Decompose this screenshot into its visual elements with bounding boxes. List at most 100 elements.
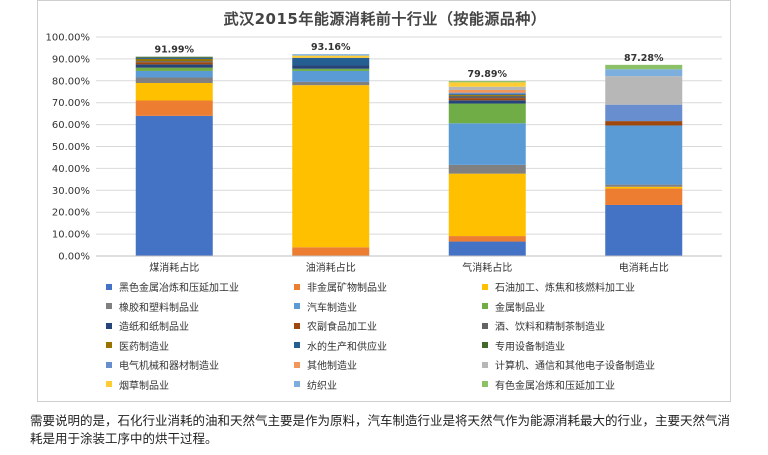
bar-segment bbox=[448, 94, 526, 96]
legend-item: 金属制品业 bbox=[482, 299, 545, 314]
bar-segment bbox=[135, 70, 213, 78]
bar-segment bbox=[135, 56, 213, 58]
bar-segment bbox=[292, 81, 370, 86]
bar-segment bbox=[448, 103, 526, 124]
total-label: 79.89% bbox=[467, 69, 507, 80]
bar-segment bbox=[448, 241, 526, 256]
legend-item: 电气机械和器材制造业 bbox=[106, 357, 219, 372]
legend-item: 石油加工、炼焦和核燃料加工业 bbox=[482, 279, 635, 294]
legend-item: 水的生产和供应业 bbox=[294, 338, 387, 353]
y-tick-label: 100.00% bbox=[46, 33, 91, 44]
bar-segment bbox=[448, 100, 526, 104]
legend-swatch bbox=[294, 361, 300, 368]
legend-label: 计算机、通信和其他电子设备制造业 bbox=[495, 361, 655, 372]
bar-segment bbox=[605, 125, 683, 185]
bar-segment bbox=[135, 82, 213, 101]
legend-swatch bbox=[482, 303, 488, 309]
legend-item: 医药制造业 bbox=[106, 338, 169, 353]
legend-label: 橡胶和塑料制品业 bbox=[119, 302, 199, 314]
chart-frame: 武汉2015年能源消耗前十行业（按能源品种） 0.00% 10.00% 20.00%… bbox=[37, 0, 731, 402]
legend-swatch bbox=[106, 342, 112, 348]
legend-label: 水的生产和供应业 bbox=[307, 341, 387, 353]
bar-segment bbox=[605, 64, 683, 70]
legend-item: 橡胶和塑料制品业 bbox=[106, 299, 199, 314]
bar-segment bbox=[448, 95, 526, 99]
y-tick-label: 90.00% bbox=[52, 54, 90, 65]
bar-segment bbox=[448, 93, 526, 95]
stacked-bar-plot: 0.00% 10.00% 20.00% 30.00% 40.00% 50.00% 60.00… bbox=[46, 33, 722, 274]
bar-segment bbox=[605, 184, 683, 187]
legend-item: 农副食品加工业 bbox=[294, 318, 377, 333]
legend-label: 电气机械和器材制造业 bbox=[119, 361, 219, 372]
legend-item: 黑色金属冶炼和压延加工业 bbox=[106, 279, 239, 294]
legend-item: 酒、饮料和精制茶制造业 bbox=[482, 318, 605, 333]
legend-swatch bbox=[294, 303, 300, 309]
legend-label: 其他制造业 bbox=[307, 361, 357, 372]
y-tick-label: 30.00% bbox=[52, 186, 90, 197]
legend-label: 非金属矿物制品业 bbox=[307, 283, 387, 294]
y-tick-label: 10.00% bbox=[52, 230, 90, 241]
bar-segment bbox=[448, 98, 526, 101]
bar-segment bbox=[292, 247, 370, 256]
legend-swatch bbox=[106, 361, 112, 368]
bar-segment bbox=[605, 69, 683, 77]
legend-item: 汽车制造业 bbox=[294, 299, 357, 314]
y-tick-label: 20.00% bbox=[52, 208, 90, 219]
legend-label: 农副食品加工业 bbox=[307, 322, 377, 333]
bar-segment bbox=[135, 64, 213, 68]
bar-segment bbox=[448, 236, 526, 242]
bar-segment bbox=[605, 121, 683, 126]
x-category-label: 电消耗占比 bbox=[619, 261, 669, 274]
y-tick-label: 70.00% bbox=[52, 98, 90, 109]
bar-segment bbox=[135, 77, 213, 83]
total-label: 91.99% bbox=[154, 45, 194, 56]
bar-segment bbox=[135, 57, 213, 59]
bar-segment bbox=[448, 173, 526, 237]
legend-item: 计算机、通信和其他电子设备制造业 bbox=[482, 357, 655, 372]
bar-segment bbox=[292, 57, 370, 66]
bar-segment bbox=[448, 123, 526, 165]
legend-label: 有色金属冶炼和压延加工业 bbox=[495, 380, 615, 392]
bar-segment bbox=[135, 62, 213, 65]
legend-swatch bbox=[294, 381, 300, 387]
legend-label: 专用设备制造业 bbox=[495, 341, 565, 353]
legend-item: 专用设备制造业 bbox=[482, 338, 565, 353]
legend-label: 烟草制品业 bbox=[119, 380, 169, 392]
bar-segment bbox=[448, 92, 526, 94]
bar-segment bbox=[292, 68, 370, 71]
bar-segment bbox=[605, 188, 683, 205]
y-tick-label: 50.00% bbox=[52, 142, 90, 153]
legend-item: 其他制造业 bbox=[294, 357, 357, 372]
bar-segment bbox=[448, 86, 526, 90]
y-tick-label: 60.00% bbox=[52, 120, 90, 131]
bar-segment bbox=[448, 89, 526, 93]
bar-segment bbox=[292, 55, 370, 58]
bar-segment bbox=[292, 54, 370, 56]
total-label: 87.28% bbox=[624, 53, 664, 64]
legend-label: 医药制造业 bbox=[119, 341, 169, 353]
explanatory-note: 需要说明的是，石化行业消耗的油和天然气主要是作为原料，汽车制造行业是将天然气作为… bbox=[30, 413, 731, 446]
x-category-label: 油消耗占比 bbox=[306, 261, 356, 274]
legend-item: 非金属矿物制品业 bbox=[294, 279, 387, 294]
legend-swatch bbox=[482, 322, 488, 329]
bar-segment bbox=[605, 186, 683, 189]
bar-segment bbox=[448, 81, 526, 83]
y-tick-label: 40.00% bbox=[52, 164, 90, 175]
bar-segment bbox=[292, 85, 370, 248]
bar-segment bbox=[135, 100, 213, 116]
legend-swatch bbox=[482, 283, 488, 290]
bar-segment bbox=[135, 115, 213, 256]
bar-segment bbox=[292, 70, 370, 82]
legend-label: 造纸和纸制品业 bbox=[119, 322, 189, 333]
y-tick-label: 80.00% bbox=[52, 76, 90, 87]
y-tick-label: 0.00% bbox=[58, 252, 90, 263]
legend-swatch bbox=[106, 381, 112, 387]
legend-label: 酒、饮料和精制茶制造业 bbox=[495, 322, 605, 333]
legend-swatch bbox=[106, 283, 112, 290]
bar-segment bbox=[135, 61, 213, 63]
x-category-label: 气消耗占比 bbox=[462, 261, 512, 274]
legend-swatch bbox=[294, 322, 300, 329]
total-label: 93.16% bbox=[311, 42, 351, 53]
bar-segment bbox=[605, 104, 683, 122]
legend-swatch bbox=[294, 283, 300, 290]
